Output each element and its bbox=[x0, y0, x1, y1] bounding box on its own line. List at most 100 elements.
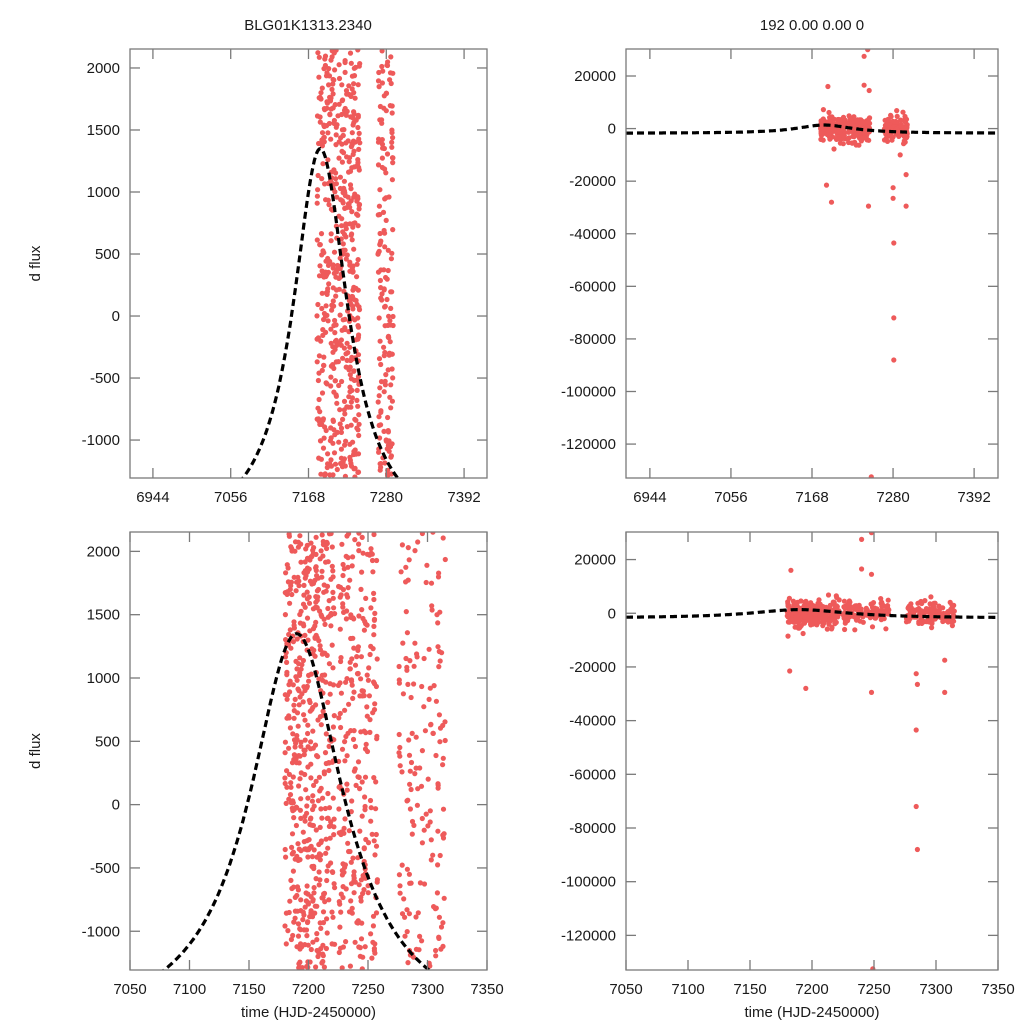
data-point bbox=[319, 305, 325, 312]
data-point bbox=[945, 609, 951, 615]
data-point bbox=[379, 164, 385, 171]
data-point bbox=[338, 909, 344, 915]
y-axis-label: d flux bbox=[27, 245, 44, 281]
data-point bbox=[342, 758, 348, 764]
y-tick-label: 2000 bbox=[87, 60, 120, 77]
data-point bbox=[833, 593, 839, 599]
y-tick-label: -100000 bbox=[561, 874, 616, 891]
data-point bbox=[348, 809, 354, 815]
data-point bbox=[357, 140, 363, 146]
data-point bbox=[900, 109, 906, 115]
outlier-point bbox=[868, 689, 875, 696]
data-point bbox=[333, 132, 339, 138]
data-point bbox=[390, 322, 396, 329]
data-point bbox=[332, 941, 338, 947]
data-point bbox=[382, 460, 388, 466]
y-tick-label: -100000 bbox=[561, 384, 616, 401]
data-point bbox=[800, 630, 806, 637]
data-point bbox=[298, 815, 304, 822]
data-point bbox=[368, 605, 374, 611]
data-point bbox=[419, 815, 425, 822]
data-point bbox=[328, 819, 334, 825]
y-tick-label: -500 bbox=[90, 860, 120, 877]
data-point bbox=[347, 259, 353, 265]
data-point bbox=[321, 354, 327, 360]
data-point bbox=[376, 136, 382, 142]
data-point bbox=[311, 545, 317, 551]
data-point bbox=[411, 822, 417, 829]
data-point bbox=[291, 702, 297, 708]
data-point bbox=[294, 944, 300, 950]
data-point bbox=[336, 101, 342, 107]
data-point bbox=[337, 312, 343, 318]
data-point bbox=[371, 590, 377, 597]
data-point bbox=[884, 138, 891, 144]
data-point bbox=[419, 532, 425, 537]
data-point bbox=[326, 661, 332, 667]
data-point bbox=[339, 965, 345, 970]
data-point bbox=[364, 748, 371, 755]
data-point bbox=[847, 116, 853, 122]
x-tick-label: 7150 bbox=[232, 981, 265, 998]
data-point bbox=[386, 313, 392, 319]
data-point bbox=[328, 860, 334, 866]
data-point bbox=[325, 197, 331, 203]
data-point bbox=[405, 960, 411, 966]
data-point bbox=[356, 63, 362, 69]
data-point bbox=[918, 616, 924, 622]
data-point bbox=[385, 247, 391, 253]
data-point bbox=[398, 569, 404, 575]
data-point bbox=[429, 603, 435, 609]
outlier-point bbox=[891, 315, 897, 321]
data-point bbox=[341, 185, 347, 191]
data-point bbox=[406, 871, 412, 877]
data-point bbox=[372, 941, 378, 947]
data-point bbox=[319, 176, 325, 182]
x-tick-label: 7050 bbox=[113, 981, 146, 998]
data-point bbox=[427, 963, 433, 969]
data-point bbox=[296, 688, 302, 694]
data-point bbox=[378, 267, 384, 273]
axes-frame bbox=[625, 48, 999, 479]
data-point bbox=[359, 607, 365, 613]
data-point bbox=[294, 666, 300, 672]
data-point bbox=[295, 574, 301, 580]
data-point bbox=[387, 77, 393, 83]
data-point bbox=[794, 614, 800, 620]
x-tick-label: 7250 bbox=[351, 981, 384, 998]
data-point bbox=[439, 650, 445, 656]
data-point bbox=[317, 643, 323, 649]
data-point bbox=[399, 769, 405, 775]
data-point bbox=[294, 710, 301, 716]
data-point bbox=[417, 880, 423, 886]
data-point bbox=[378, 379, 385, 385]
x-tick-label: 7200 bbox=[292, 981, 325, 998]
data-point bbox=[379, 291, 385, 297]
data-point bbox=[873, 615, 879, 621]
data-point bbox=[368, 931, 374, 937]
data-point bbox=[316, 638, 322, 644]
data-point bbox=[321, 891, 327, 897]
data-point bbox=[319, 85, 325, 91]
data-point bbox=[358, 676, 364, 682]
data-point bbox=[331, 117, 337, 124]
data-point bbox=[313, 551, 319, 558]
data-point bbox=[428, 857, 434, 863]
data-point bbox=[340, 884, 346, 890]
data-point bbox=[350, 695, 356, 702]
data-point bbox=[412, 640, 418, 646]
data-point bbox=[323, 588, 329, 594]
data-point bbox=[874, 606, 880, 612]
data-point bbox=[314, 313, 320, 319]
data-point bbox=[301, 582, 307, 589]
data-point bbox=[301, 623, 307, 629]
data-point bbox=[314, 237, 320, 243]
data-point bbox=[372, 701, 378, 707]
data-point bbox=[300, 699, 306, 705]
data-point bbox=[816, 601, 822, 607]
y-tick-label: -1000 bbox=[82, 432, 120, 449]
data-point bbox=[341, 107, 348, 114]
data-point bbox=[338, 655, 344, 661]
data-point bbox=[359, 688, 365, 694]
